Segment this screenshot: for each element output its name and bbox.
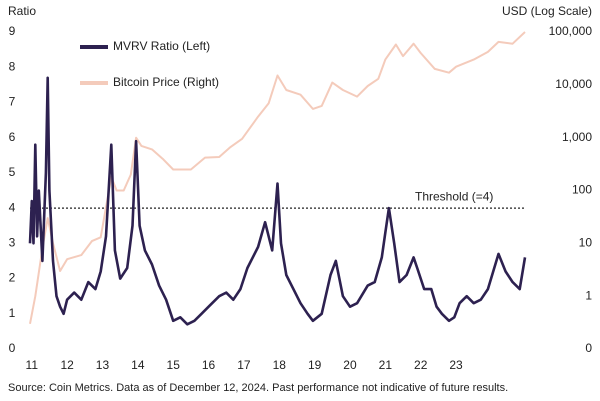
threshold-label: Threshold (=4) — [415, 189, 493, 203]
y-tick-label: 7 — [9, 95, 16, 109]
x-tick-label: 15 — [167, 358, 181, 372]
y2-tick-label: 10,000 — [555, 77, 592, 91]
legend-label: Bitcoin Price (Right) — [113, 75, 219, 89]
x-tick-label: 17 — [237, 358, 251, 372]
series-line — [28, 76, 527, 326]
y-axis-label: Ratio — [8, 4, 36, 18]
x-tick-label: 11 — [26, 358, 39, 372]
y2-tick-label: 1,000 — [562, 130, 592, 144]
y-tick-label: 3 — [9, 236, 16, 250]
series-line — [29, 31, 526, 324]
x-tick-label: 14 — [131, 358, 145, 372]
y2-tick-label: 10 — [579, 236, 593, 250]
legend-label: MVRV Ratio (Left) — [113, 39, 210, 53]
x-tick-label: 13 — [96, 358, 110, 372]
y-tick-label: 2 — [9, 271, 16, 285]
y2-tick-label: 100,000 — [549, 24, 593, 38]
y-tick-label: 5 — [9, 165, 16, 179]
x-tick-label: 19 — [308, 358, 322, 372]
y2-tick-label: 100 — [572, 183, 592, 197]
y-tick-label: 9 — [9, 24, 16, 38]
x-tick-label: 23 — [449, 358, 463, 372]
y-tick-label: 6 — [9, 130, 16, 144]
x-tick-label: 21 — [379, 358, 393, 372]
y-tick-label: 1 — [9, 306, 16, 320]
y-tick-label: 0 — [9, 341, 16, 355]
x-tick-label: 18 — [273, 358, 287, 372]
x-tick-label: 12 — [60, 358, 74, 372]
y-tick-label: 8 — [9, 59, 16, 73]
y-tick-label: 4 — [9, 200, 16, 214]
x-tick-label: 20 — [343, 358, 357, 372]
y2-tick-label: 1 — [585, 288, 592, 302]
x-tick-label: 16 — [202, 358, 216, 372]
y2-axis-label: USD (Log Scale) — [502, 4, 592, 18]
y2-tick-label: 0 — [585, 341, 592, 355]
source-note: Source: Coin Metrics. Data as of Decembe… — [8, 382, 508, 394]
x-tick-label: 22 — [414, 358, 428, 372]
